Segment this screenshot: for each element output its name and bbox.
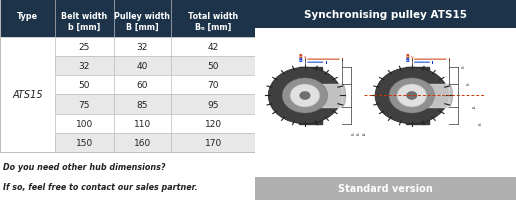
Text: 120: 120	[205, 119, 222, 128]
Text: d₁: d₁	[460, 66, 465, 70]
Text: B: B	[406, 54, 409, 59]
Polygon shape	[305, 85, 342, 107]
Text: 50: 50	[207, 62, 219, 71]
Ellipse shape	[445, 85, 453, 107]
Text: B: B	[406, 57, 409, 62]
Text: 40: 40	[137, 62, 148, 71]
Text: 160: 160	[134, 138, 151, 147]
Text: 70: 70	[207, 81, 219, 90]
Text: d₁: d₁	[351, 132, 356, 136]
Text: If so, feel free to contact our sales partner.: If so, feel free to contact our sales pa…	[3, 182, 197, 191]
Text: 42: 42	[207, 43, 219, 52]
Ellipse shape	[338, 85, 346, 107]
Text: Total width: Total width	[188, 11, 238, 20]
Text: u: u	[303, 55, 306, 59]
Bar	[0, 57, 255, 76]
Circle shape	[397, 85, 427, 107]
Text: u: u	[410, 55, 413, 59]
Text: Type: Type	[17, 11, 38, 20]
Text: 32: 32	[137, 43, 148, 52]
Text: 100: 100	[76, 119, 93, 128]
Bar	[0, 114, 255, 133]
Text: Belt width: Belt width	[61, 11, 107, 20]
Text: B: B	[299, 57, 302, 62]
Bar	[0, 38, 55, 152]
Circle shape	[375, 68, 448, 124]
Text: 150: 150	[76, 138, 93, 147]
Bar	[255, 177, 516, 200]
Circle shape	[268, 68, 342, 124]
Text: b [mm]: b [mm]	[68, 23, 101, 32]
Text: 85: 85	[137, 100, 148, 109]
Text: Standard version: Standard version	[338, 184, 433, 193]
Bar	[0, 133, 255, 152]
Text: d₂: d₂	[466, 83, 471, 87]
Text: 32: 32	[78, 62, 90, 71]
Circle shape	[290, 85, 320, 107]
Bar	[0, 95, 255, 114]
Text: 110: 110	[134, 119, 151, 128]
Text: B [mm]: B [mm]	[126, 23, 159, 32]
Circle shape	[282, 79, 328, 113]
Text: d₄: d₄	[478, 122, 482, 126]
Text: 50: 50	[78, 81, 90, 90]
Polygon shape	[412, 85, 449, 107]
Text: Do you need other hub dimensions?: Do you need other hub dimensions?	[3, 162, 165, 171]
Text: 75: 75	[78, 100, 90, 109]
Bar	[255, 0, 516, 29]
Text: Bₙ [mm]: Bₙ [mm]	[195, 23, 232, 32]
Polygon shape	[299, 68, 321, 124]
Circle shape	[300, 92, 310, 100]
Ellipse shape	[309, 68, 321, 124]
Text: 170: 170	[205, 138, 222, 147]
Ellipse shape	[416, 68, 428, 124]
Circle shape	[407, 92, 417, 100]
Circle shape	[389, 79, 434, 113]
Text: 60: 60	[137, 81, 148, 90]
Bar	[0, 0, 255, 152]
Text: Pulley width: Pulley width	[115, 11, 170, 20]
Bar	[0, 38, 255, 57]
Bar	[0, 76, 255, 95]
Text: ATS15: ATS15	[12, 90, 43, 100]
Text: d₂: d₂	[356, 132, 361, 136]
Text: Synchronising pulley ATS15: Synchronising pulley ATS15	[304, 10, 467, 19]
Text: 25: 25	[78, 43, 90, 52]
Bar	[0, 0, 255, 38]
Text: B: B	[299, 54, 302, 59]
Text: d₃: d₃	[472, 105, 476, 109]
Text: 95: 95	[207, 100, 219, 109]
Text: d₃: d₃	[361, 132, 366, 136]
Polygon shape	[406, 68, 428, 124]
